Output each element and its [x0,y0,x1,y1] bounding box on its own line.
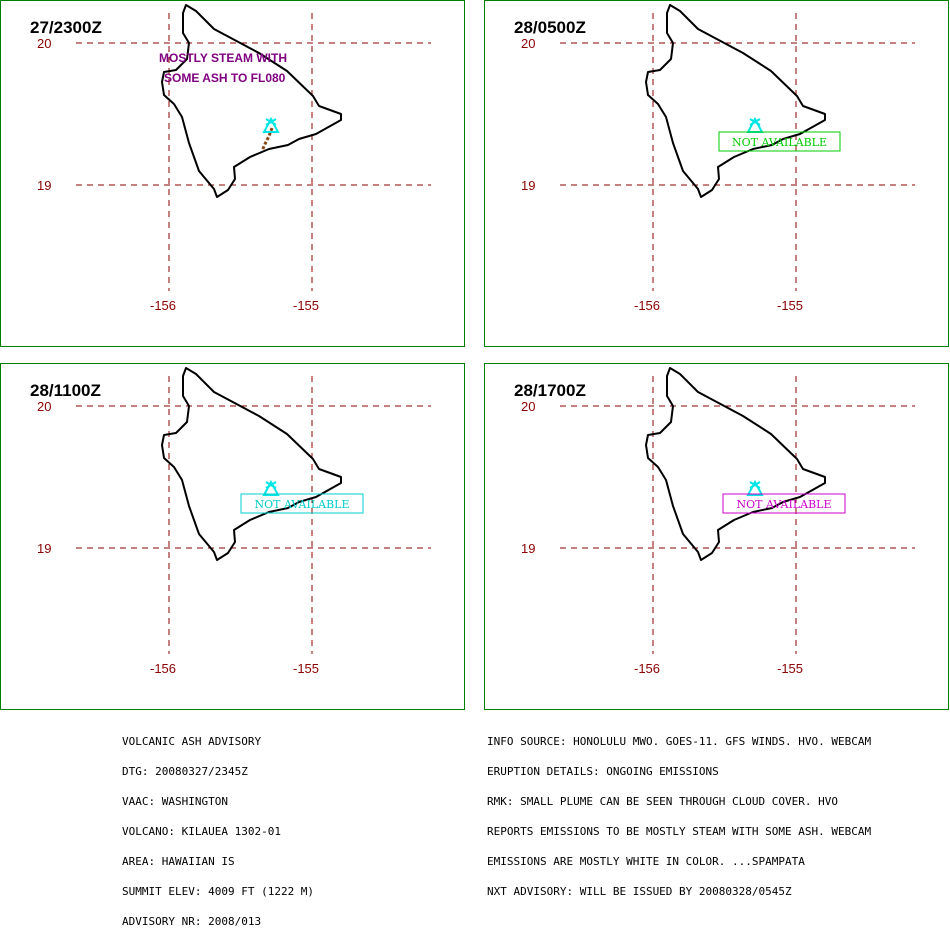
advisory-line: VOLCANO: KILAUEA 1302-01 [122,825,281,838]
panel-time-label: 28/1700Z [514,381,586,400]
island-coastline [645,367,826,561]
advisory-line: VAAC: WASHINGTON [122,795,228,808]
status-text: NOT AVAILABLE [736,498,831,511]
plume-annotation: SOME ASH TO FL080 [164,71,286,85]
latitude-label: 19 [521,178,535,193]
map-canvas: 20 19 -156 -155 MOSTLY STEAM WITH SOME ASH TO… [37,4,431,313]
latitude-label: 20 [37,36,51,51]
latitude-label: 19 [37,178,51,193]
latitude-label: 19 [37,541,51,556]
latitude-label: 20 [521,399,535,414]
island-coastline [161,367,342,561]
longitude-label: -156 [150,298,176,313]
status-box [722,493,846,514]
advisory-line: EMISSIONS ARE MOSTLY WHITE IN COLOR. ...… [487,855,805,868]
panel-time-label: 28/1100Z [30,381,101,400]
advisory-details-left: VOLCANIC ASH ADVISORY DTG: 20080327/2345… [122,717,314,937]
volcano-triangle-icon [262,479,280,496]
advisory-details-right: INFO SOURCE: HONOLULU MWO. GOES-11. GFS … [487,717,871,907]
status-text: NOT AVAILABLE [254,498,349,511]
longitude-label: -156 [634,298,660,313]
forecast-panel-3: 20 19 -156 -155 NOT AVAILABLE 28/1100Z [0,363,465,710]
plume-annotation: MOSTLY STEAM WITH [159,51,287,65]
map-canvas: 20 19 -156 -155 NOT AVAILABLE [521,367,915,676]
island-coastline [645,4,826,198]
advisory-line: DTG: 20080327/2345Z [122,765,248,778]
latitude-label: 20 [521,36,535,51]
advisory-line: RMK: SMALL PLUME CAN BE SEEN THROUGH CLO… [487,795,838,808]
forecast-panel-4: 20 19 -156 -155 NOT AVAILABLE 28/1700Z [484,363,949,710]
map-canvas: 20 19 -156 -155 NOT AVAILABLE [521,4,915,313]
longitude-label: -155 [293,298,319,313]
advisory-line: INFO SOURCE: HONOLULU MWO. GOES-11. GFS … [487,735,872,748]
advisory-line: ERUPTION DETAILS: ONGOING EMISSIONS [487,765,719,778]
latitude-label: 20 [37,399,51,414]
advisory-line: VOLCANIC ASH ADVISORY [122,735,262,748]
ash-plume [260,127,274,152]
status-box [240,493,364,514]
forecast-panel-2: 20 19 -156 -155 NOT AVAILABLE 28/0500Z [484,0,949,347]
advisory-line: ADVISORY NR: 2008/013 [122,915,262,928]
map-canvas: 20 19 -156 -155 NOT AVAILABLE [37,367,431,676]
longitude-label: -155 [777,298,803,313]
forecast-panel-1: 20 19 -156 -155 MOSTLY STEAM WITH SOME ASH TO… [0,0,465,347]
advisory-line: AREA: HAWAIIAN IS [122,855,235,868]
longitude-label: -155 [777,661,803,676]
advisory-line: SUMMIT ELEV: 4009 FT (1222 M) [122,885,315,898]
volcano-triangle-icon [262,116,280,133]
advisory-line: NXT ADVISORY: WILL BE ISSUED BY 20080328… [487,885,792,898]
island-coastline [161,4,342,198]
volcano-triangle-icon [746,116,764,133]
longitude-label: -156 [150,661,176,676]
status-text: NOT AVAILABLE [732,136,827,149]
advisory-line: REPORTS EMISSIONS TO BE MOSTLY STEAM WIT… [487,825,872,838]
volcano-triangle-icon [746,479,764,496]
status-box [718,131,841,152]
panel-time-label: 28/0500Z [514,18,586,37]
longitude-label: -155 [293,661,319,676]
longitude-label: -156 [634,661,660,676]
panel-time-label: 27/2300Z [30,18,102,37]
latitude-label: 19 [521,541,535,556]
